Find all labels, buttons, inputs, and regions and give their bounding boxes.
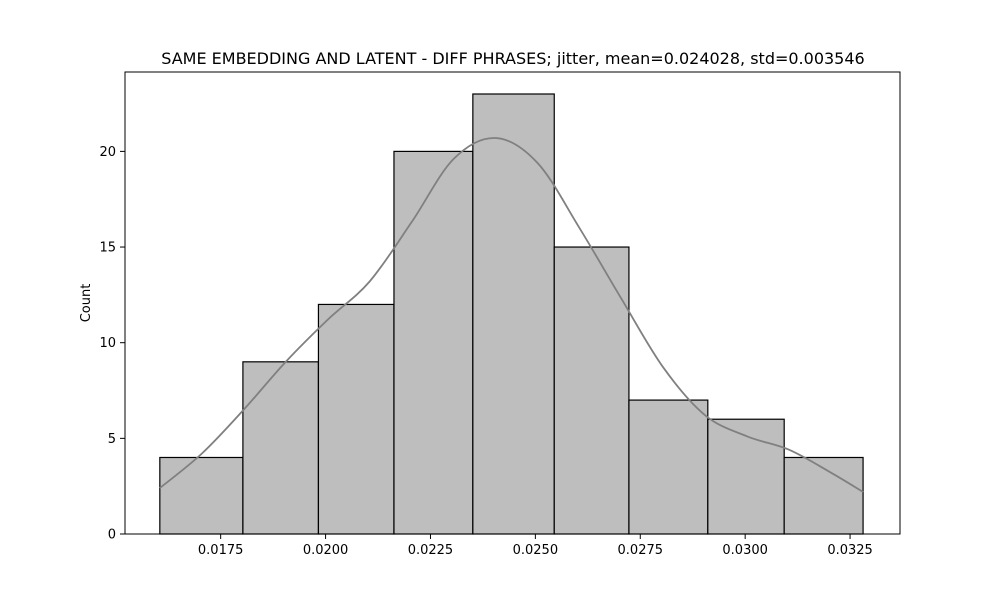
plot-frame [124,71,901,535]
y-tick-label: 10 [99,336,116,351]
y-tick-label: 0 [108,528,116,543]
histogram-bar [159,456,244,535]
x-tick-label: 0.0225 [408,543,454,558]
y-axis: 0 5 10 15 20 [99,145,125,543]
y-tick-label: 5 [108,432,116,447]
chart-title: SAME EMBEDDING AND LATENT - DIFF PHRASES… [161,49,864,68]
x-tick-label: 0.0300 [722,543,768,558]
x-tick-label: 0.0275 [618,543,664,558]
histogram-bar [393,150,474,535]
x-tick-label: 0.0200 [303,543,349,558]
histogram-bar [317,303,395,535]
bars-group [159,93,864,535]
histogram-bar [472,93,555,535]
x-tick-label: 0.0325 [827,543,873,558]
histogram-bar [553,246,630,535]
histogram-bar [707,418,785,535]
histogram-bar [628,399,709,535]
y-axis-label: Count [79,284,94,323]
x-tick-label: 0.0175 [198,543,244,558]
histogram-bar [783,456,864,535]
y-tick-label: 20 [99,145,116,160]
y-tick-label: 15 [99,241,116,256]
kde-curve [159,137,864,493]
x-axis: 0.0175 0.0200 0.0225 0.0250 0.0275 0.0300 0.03… [198,534,873,558]
histogram-bar [242,361,320,535]
x-tick-label: 0.0250 [513,543,559,558]
